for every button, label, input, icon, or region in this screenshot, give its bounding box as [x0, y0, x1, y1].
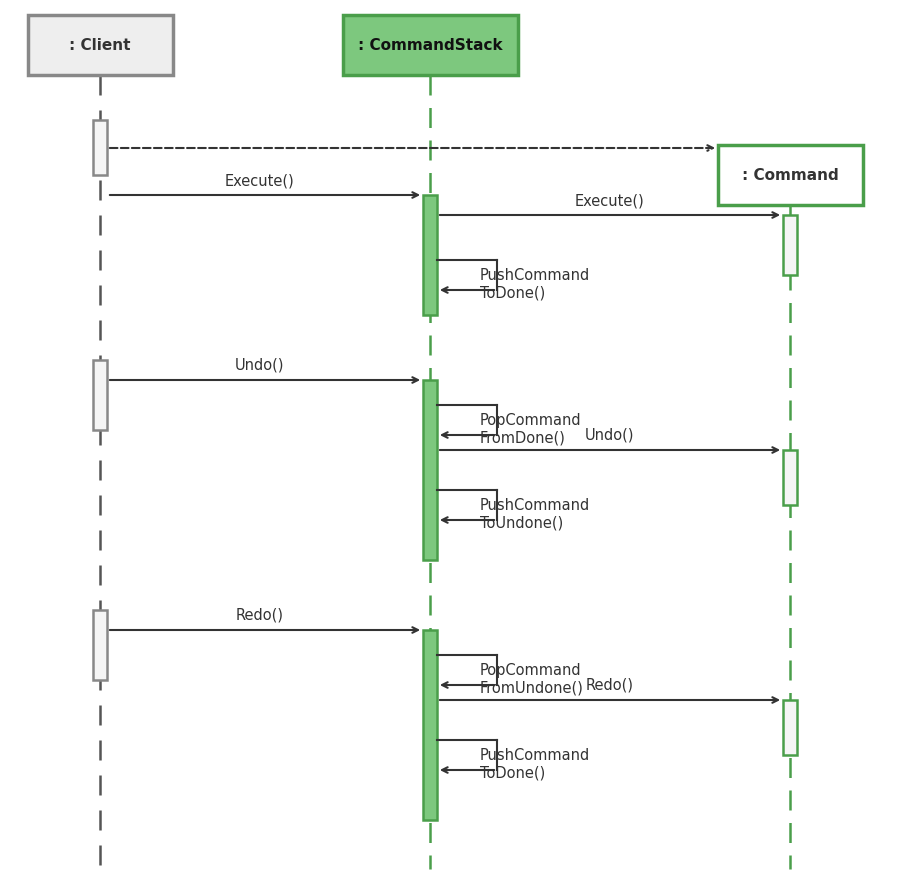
- Text: : Command: : Command: [742, 167, 838, 182]
- FancyBboxPatch shape: [783, 450, 797, 505]
- Text: PushCommand
ToDone(): PushCommand ToDone(): [480, 268, 591, 300]
- Text: Redo(): Redo(): [586, 678, 634, 693]
- FancyBboxPatch shape: [93, 610, 107, 680]
- Text: Undo(): Undo(): [585, 428, 635, 443]
- Text: PushCommand
ToUndone(): PushCommand ToUndone(): [480, 498, 591, 531]
- Text: : Client: : Client: [69, 37, 131, 52]
- Text: PushCommand
ToDone(): PushCommand ToDone(): [480, 748, 591, 781]
- FancyBboxPatch shape: [783, 215, 797, 275]
- FancyBboxPatch shape: [717, 145, 863, 205]
- FancyBboxPatch shape: [27, 15, 173, 75]
- Text: Undo(): Undo(): [236, 358, 285, 373]
- FancyBboxPatch shape: [783, 700, 797, 755]
- FancyBboxPatch shape: [342, 15, 518, 75]
- FancyBboxPatch shape: [423, 630, 437, 820]
- Text: Execute(): Execute(): [575, 193, 645, 208]
- Text: PopCommand
FromDone(): PopCommand FromDone(): [480, 413, 581, 445]
- FancyBboxPatch shape: [423, 195, 437, 315]
- FancyBboxPatch shape: [93, 360, 107, 430]
- Text: : CommandStack: : CommandStack: [358, 37, 502, 52]
- Text: PopCommand
FromUndone(): PopCommand FromUndone(): [480, 663, 584, 695]
- FancyBboxPatch shape: [423, 380, 437, 560]
- FancyBboxPatch shape: [93, 120, 107, 175]
- Text: Execute(): Execute(): [225, 173, 295, 188]
- Text: Redo(): Redo(): [236, 608, 284, 623]
